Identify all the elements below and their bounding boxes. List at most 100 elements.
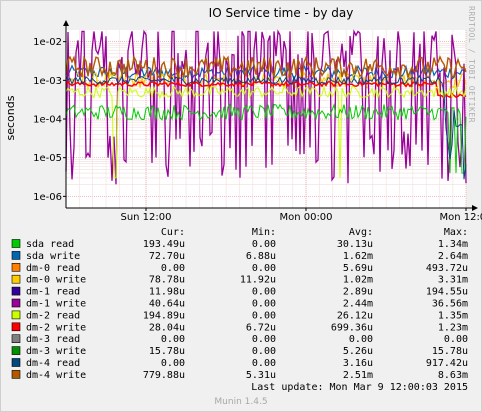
legend-avg: 2.44m: [343, 299, 373, 310]
legend-cur: 194.89u: [143, 310, 185, 321]
legend-swatch: [11, 286, 21, 296]
legend-table: Cur: Min: Avg: Max: sda read 193.49u 0.00 30.13…: [11, 227, 468, 381]
legend-cur: 0.00: [161, 334, 185, 345]
legend-swatch: [11, 239, 21, 248]
last-update: Last update: Mon Mar 9 12:00:03 2015: [251, 382, 468, 393]
legend-swatch: [11, 310, 21, 320]
legend-cur: 40.64u: [149, 299, 185, 310]
legend-cur: 28.04u: [149, 322, 185, 333]
legend-series-name: sda write: [26, 251, 80, 262]
chart-title: IO Service time - by day: [209, 6, 354, 20]
legend-avg: 3.16u: [343, 358, 373, 369]
munin-version: Munin 1.4.5: [214, 397, 267, 407]
legend-avg: 2.89u: [343, 287, 373, 298]
series-dm1-write: [65, 29, 467, 185]
legend-cur: 72.70u: [149, 251, 185, 262]
legend-avg: 2.51m: [343, 370, 373, 381]
legend-swatch: [11, 251, 21, 260]
legend-max: 1.35m: [438, 310, 468, 321]
x-axis-arrow: [472, 205, 478, 211]
legend-cur: 78.78u: [149, 275, 185, 286]
legend-max: 3.31m: [438, 275, 468, 286]
legend-cur: 193.49u: [143, 239, 185, 250]
series-dm4-read: [65, 75, 467, 180]
y-axis-arrow: [63, 20, 69, 26]
legend-cur: 779.88u: [143, 370, 185, 381]
y-tick-label: 1e-04: [33, 115, 62, 126]
legend-avg: 1.02m: [343, 275, 373, 286]
legend-min: 11.92u: [240, 275, 276, 286]
legend-avg: 30.13u: [337, 239, 373, 250]
legend-cur: 0.00: [161, 263, 185, 274]
legend-min: 6.72u: [246, 322, 276, 333]
x-tick-label: Mon 00:00: [279, 212, 332, 223]
legend-series-name: dm-2 read: [26, 310, 80, 321]
legend-series-name: sda read: [26, 239, 74, 250]
legend-avg: 26.12u: [337, 310, 373, 321]
legend-series-name: dm-3 read: [26, 334, 80, 345]
legend-swatch: [11, 274, 21, 284]
legend-cur: 15.78u: [149, 346, 185, 357]
legend-max: 15.78u: [432, 346, 468, 357]
stats-header: Avg:: [349, 227, 373, 238]
legend-series-name: dm-4 write: [26, 370, 86, 381]
legend-max: 493.72u: [426, 263, 468, 274]
legend-min: 0.00: [252, 346, 276, 357]
rrdtool-watermark: RRDTOOL / TOBI OETIKER: [467, 6, 476, 123]
legend-max: 0.00: [444, 334, 468, 345]
legend-avg: 5.69u: [343, 263, 373, 274]
series-dm2-read: [65, 85, 467, 179]
legend-min: 0.00: [252, 263, 276, 274]
y-tick-label: 1e-03: [33, 76, 62, 87]
stats-header: Max:: [444, 227, 468, 238]
series-lines: [65, 29, 467, 185]
legend-swatch: [11, 370, 21, 379]
legend-min: 6.88u: [246, 251, 276, 262]
legend-series-name: dm-0 write: [26, 275, 86, 286]
legend-min: 5.31u: [246, 370, 276, 381]
stats-header: Cur:: [161, 227, 185, 238]
legend-series-name: dm-1 read: [26, 287, 80, 298]
legend-min: 0.00: [252, 310, 276, 321]
legend-max: 2.64m: [438, 251, 468, 262]
legend-avg: 1.62m: [343, 251, 373, 262]
x-tick-label: Sun 12:00: [120, 212, 171, 223]
legend-avg: 0.00: [349, 334, 373, 345]
legend-min: 0.00: [252, 358, 276, 369]
legend-max: 36.56m: [432, 299, 468, 310]
legend-series-name: dm-2 write: [26, 322, 86, 333]
legend-swatch: [11, 346, 21, 355]
series-dm4-write: [65, 54, 467, 80]
legend-min: 0.00: [252, 239, 276, 250]
series-sda-read: [65, 103, 467, 174]
y-tick-label: 1e-02: [33, 37, 62, 48]
legend-min: 0.00: [252, 299, 276, 310]
legend-series-name: dm-3 write: [26, 346, 86, 357]
legend-swatch: [11, 298, 21, 308]
legend-series-name: dm-4 read: [26, 358, 80, 369]
y-tick-label: 1e-05: [33, 153, 62, 164]
legend-max: 917.42u: [426, 358, 468, 369]
legend-swatch: [11, 358, 21, 367]
legend-min: 0.00: [252, 287, 276, 298]
legend-avg: 699.36u: [331, 322, 373, 333]
stats-header: Min:: [252, 227, 276, 238]
legend-series-name: dm-0 read: [26, 263, 80, 274]
legend-avg: 5.26u: [343, 346, 373, 357]
legend-max: 1.23m: [438, 322, 468, 333]
axes: [63, 20, 478, 211]
legend-min: 0.00: [252, 334, 276, 345]
y-axis-label: seconds: [4, 95, 17, 140]
legend-max: 194.55u: [426, 287, 468, 298]
tick-labels: 1e-06 1e-05 1e-04 1e-03 1e-02 Sun 12:00 Mon 00…: [33, 37, 482, 223]
legend-cur: 0.00: [161, 358, 185, 369]
y-tick-label: 1e-06: [33, 192, 62, 203]
legend-cur: 11.98u: [149, 287, 185, 298]
x-tick-label: Mon 12:00: [439, 212, 482, 223]
legend-max: 1.34m: [438, 239, 468, 250]
legend-swatch: [11, 334, 21, 344]
series-dm0-write: [65, 71, 467, 90]
legend-swatch: [11, 262, 21, 272]
